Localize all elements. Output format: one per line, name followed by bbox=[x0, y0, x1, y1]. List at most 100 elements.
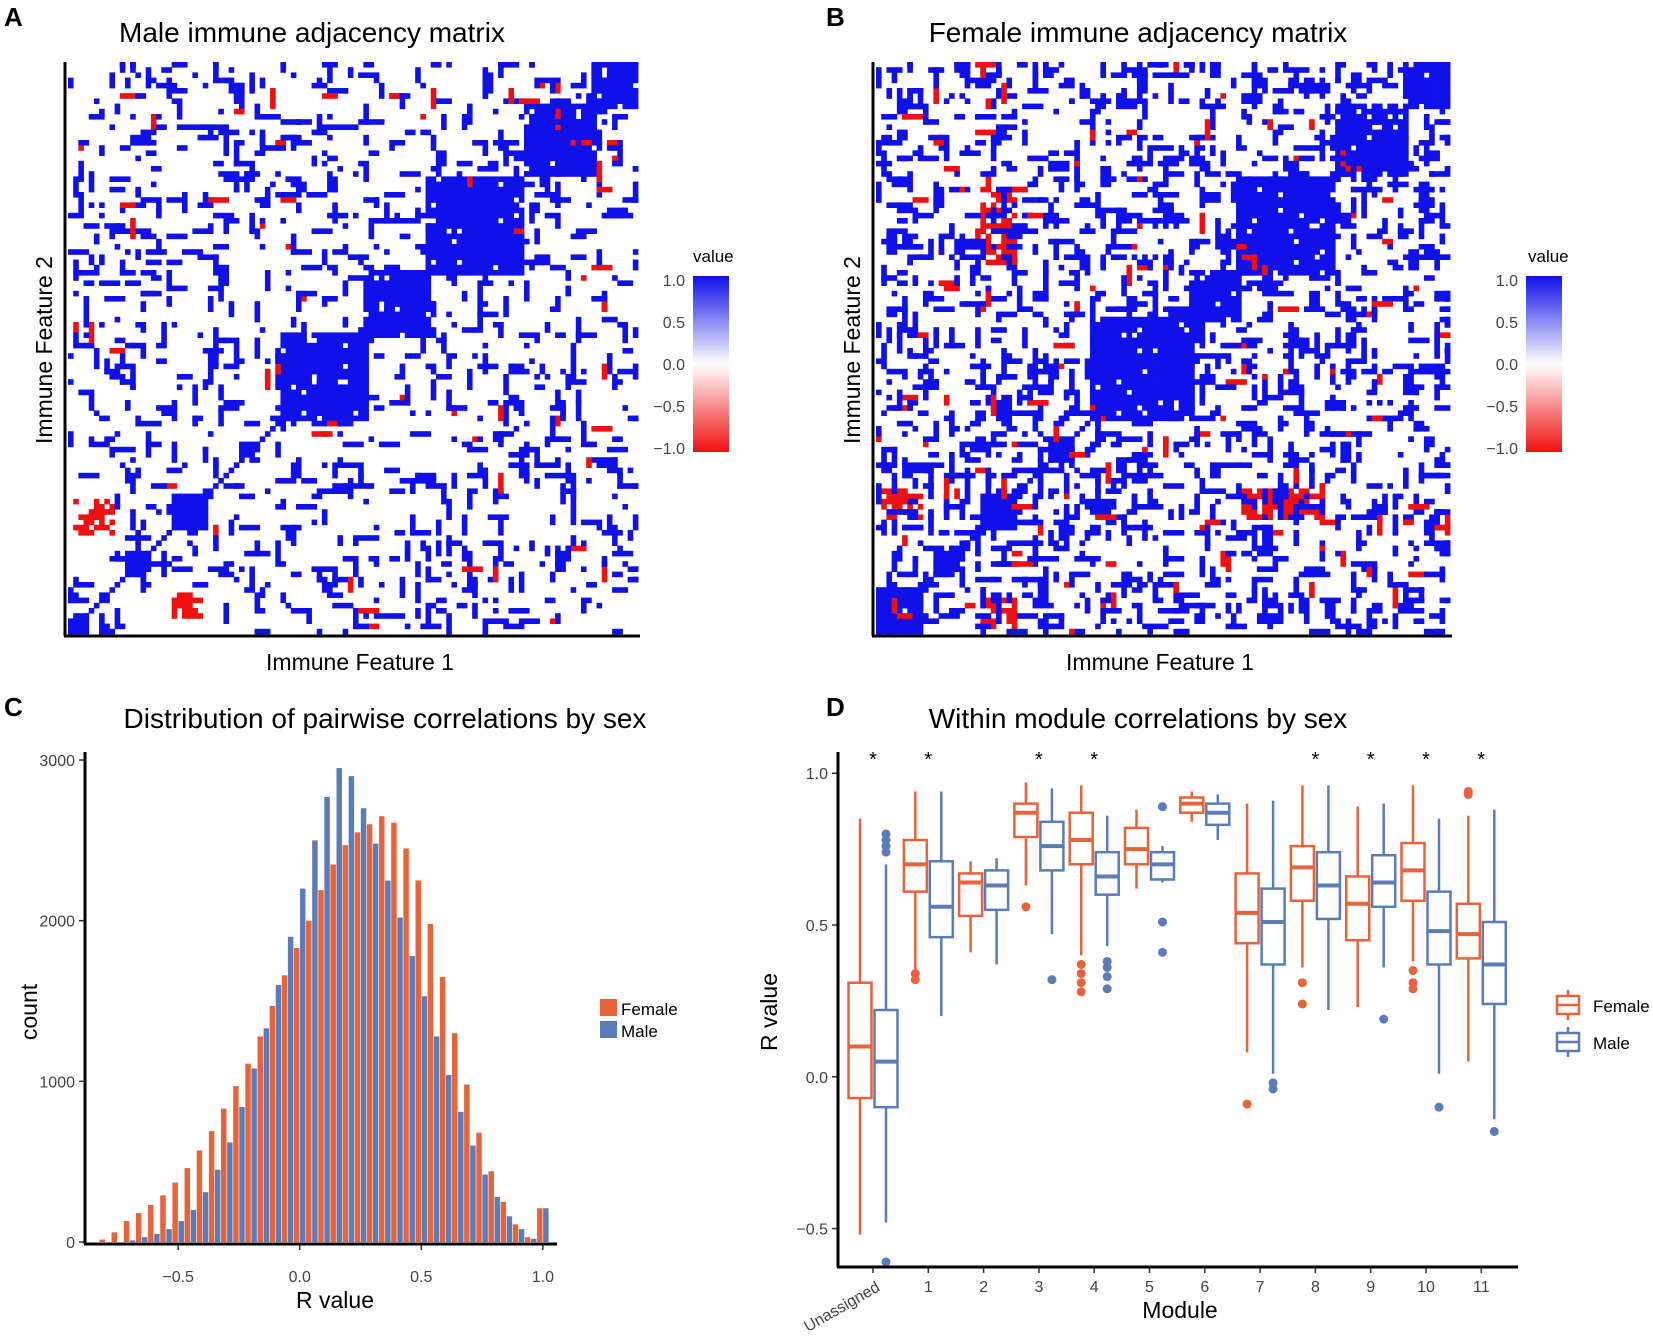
heatmap-cell bbox=[565, 124, 572, 130]
heatmap-cell bbox=[337, 400, 344, 406]
heatmap-cell bbox=[301, 264, 307, 271]
heatmap-cell bbox=[451, 582, 458, 588]
heatmap-cell bbox=[435, 166, 442, 172]
heatmap-cell bbox=[104, 524, 110, 531]
heatmap-cell bbox=[233, 186, 240, 193]
heatmap-cell bbox=[1147, 384, 1153, 390]
heatmap-cell bbox=[223, 270, 230, 276]
heatmap-cell bbox=[606, 98, 613, 104]
heatmap-cell bbox=[68, 592, 74, 598]
heatmap-cell bbox=[1199, 301, 1206, 307]
heatmap-cell bbox=[456, 171, 463, 177]
heatmap-cell bbox=[529, 119, 535, 125]
heatmap-cell bbox=[1105, 363, 1112, 370]
heatmap-cell bbox=[902, 592, 908, 598]
heatmap-cell bbox=[233, 181, 240, 188]
heatmap-cell bbox=[280, 62, 287, 68]
heatmap-cell bbox=[487, 238, 494, 245]
heatmap-cell bbox=[404, 306, 411, 312]
heatmap-cell bbox=[140, 535, 147, 541]
heatmap-cell bbox=[524, 467, 530, 474]
heatmap-cell bbox=[560, 483, 566, 489]
heatmap-cell bbox=[503, 623, 509, 630]
heatmap-cell bbox=[441, 192, 447, 198]
heatmap-cell bbox=[301, 322, 307, 328]
heatmap-cell bbox=[223, 124, 230, 130]
heatmap-cell bbox=[425, 192, 432, 198]
heatmap-cell bbox=[503, 264, 509, 271]
heatmap-cell bbox=[306, 400, 312, 406]
heatmap-cell bbox=[1189, 374, 1195, 380]
heatmap-cell bbox=[373, 405, 380, 411]
heatmap-cell bbox=[534, 166, 540, 172]
heatmap-cell bbox=[1288, 192, 1294, 198]
heatmap-cell bbox=[363, 166, 369, 172]
heatmap-cell bbox=[430, 98, 437, 104]
heatmap-cell bbox=[907, 628, 913, 635]
heatmap-cell bbox=[529, 259, 535, 266]
heatmap-cell bbox=[228, 311, 235, 318]
heatmap-cell bbox=[544, 145, 551, 151]
heatmap-cell bbox=[1163, 353, 1169, 359]
heatmap-cell bbox=[1089, 322, 1096, 328]
heatmap-cell bbox=[311, 342, 318, 349]
heatmap-cell bbox=[954, 550, 960, 557]
heatmap-cell bbox=[114, 348, 121, 354]
heatmap-cell bbox=[467, 582, 473, 588]
heatmap-cell bbox=[591, 88, 597, 94]
heatmap-cell bbox=[503, 493, 509, 500]
heatmap-cell bbox=[135, 254, 141, 260]
heatmap-cell bbox=[363, 358, 369, 364]
heatmap-cell bbox=[534, 446, 540, 453]
heatmap-cell bbox=[1142, 358, 1148, 364]
heatmap-cell bbox=[213, 358, 219, 364]
heatmap-cell bbox=[938, 561, 945, 567]
heatmap-cell bbox=[472, 140, 478, 146]
heatmap-cell bbox=[886, 587, 893, 593]
heatmap-cell bbox=[430, 62, 437, 68]
heatmap-cell bbox=[176, 285, 183, 292]
heatmap-cell bbox=[347, 368, 354, 375]
heatmap-cell bbox=[524, 478, 530, 484]
heatmap-cell bbox=[503, 233, 509, 240]
heatmap-cell bbox=[477, 306, 483, 312]
heatmap-cell bbox=[1335, 103, 1341, 110]
heatmap-cell bbox=[130, 228, 136, 234]
heatmap-cell bbox=[498, 618, 504, 624]
heatmap-cell bbox=[145, 249, 152, 255]
heatmap-cell bbox=[399, 613, 406, 619]
heatmap-cell bbox=[612, 67, 618, 73]
heatmap-cell bbox=[596, 249, 603, 255]
heatmap-cell bbox=[171, 509, 178, 515]
heatmap-cell bbox=[928, 576, 934, 583]
heatmap-cell bbox=[119, 576, 126, 583]
heatmap-cell bbox=[529, 140, 535, 146]
heatmap-cell bbox=[290, 405, 297, 411]
heatmap-cell bbox=[1116, 415, 1122, 422]
heatmap-cell bbox=[93, 504, 100, 510]
heatmap-cell bbox=[290, 363, 297, 370]
heatmap-cell bbox=[347, 410, 354, 416]
heatmap-cell bbox=[404, 353, 411, 359]
heatmap-cell bbox=[1303, 218, 1310, 224]
heatmap-cell bbox=[1236, 296, 1242, 302]
heatmap-cell bbox=[176, 566, 183, 572]
heatmap-cell bbox=[1293, 270, 1300, 276]
heatmap-cell bbox=[327, 181, 333, 188]
heatmap-cell bbox=[539, 145, 546, 151]
heatmap-cell bbox=[508, 186, 515, 193]
heatmap-cell bbox=[482, 301, 489, 307]
heatmap-cell bbox=[1283, 202, 1289, 208]
heatmap-cell bbox=[1189, 306, 1195, 312]
heatmap-cell bbox=[321, 368, 328, 375]
heatmap-cell bbox=[135, 530, 141, 536]
heatmap-cell bbox=[1262, 218, 1268, 224]
heatmap-cell bbox=[1241, 186, 1247, 193]
heatmap-cell bbox=[612, 587, 618, 593]
heatmap-cell bbox=[187, 613, 193, 619]
heatmap-cell bbox=[321, 519, 328, 526]
heatmap-cell bbox=[1194, 311, 1200, 318]
heatmap-cell bbox=[425, 270, 432, 276]
heatmap-cell bbox=[472, 264, 478, 271]
heatmap-cell bbox=[477, 446, 483, 453]
